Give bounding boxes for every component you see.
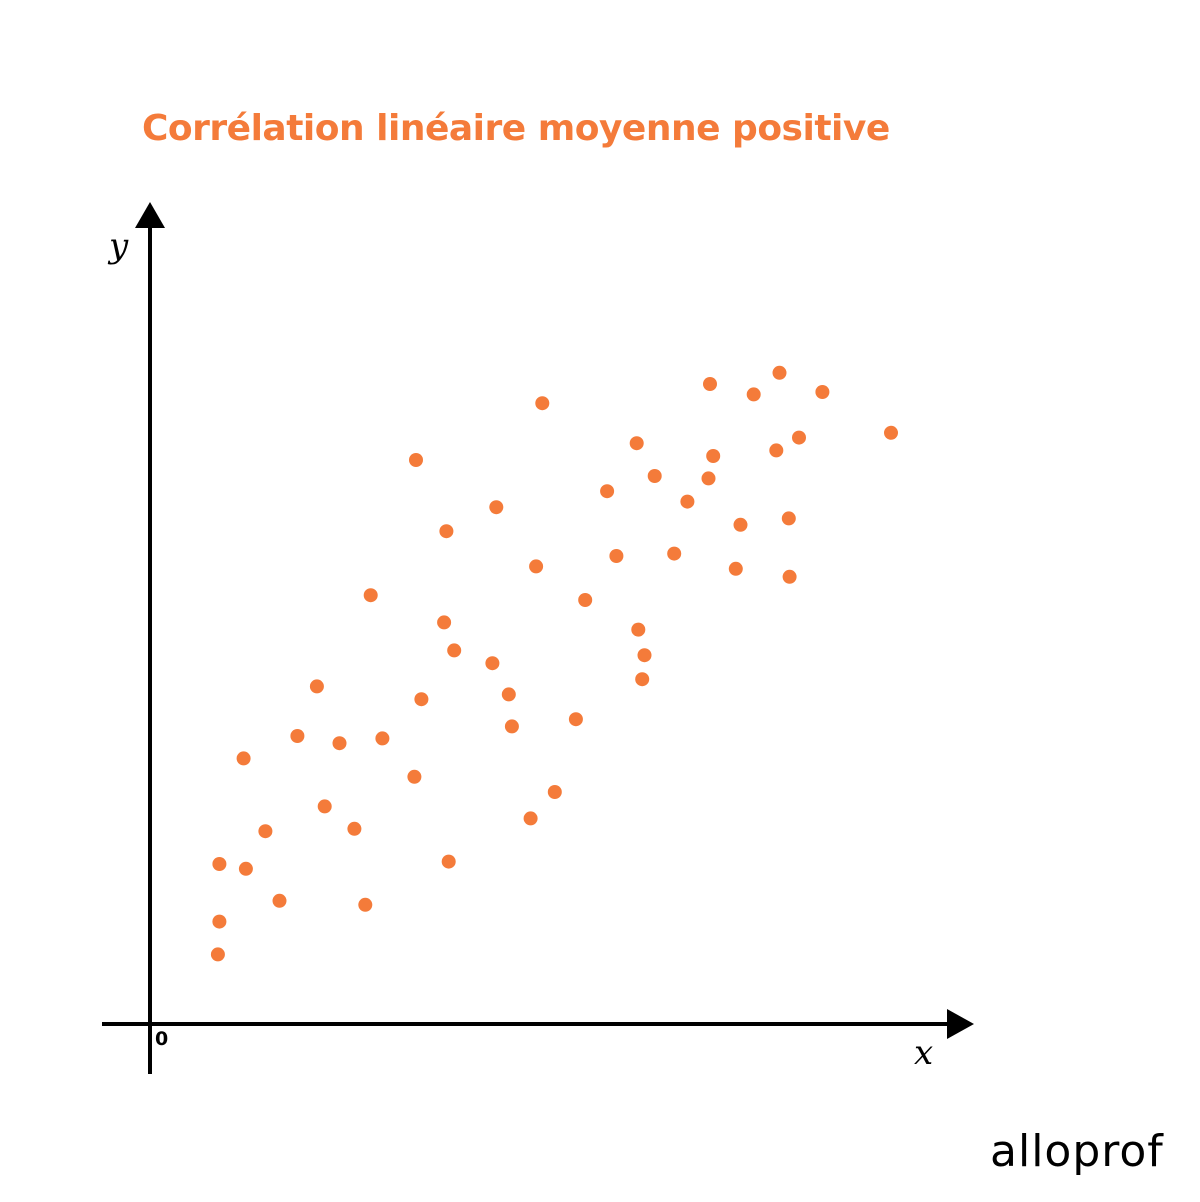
data-point: [535, 396, 550, 411]
data-point: [332, 736, 347, 751]
data-point: [317, 799, 332, 814]
origin-label: 0: [155, 1028, 168, 1050]
data-point: [441, 854, 456, 869]
data-point: [815, 385, 830, 399]
data-point: [485, 656, 500, 671]
data-point: [647, 469, 662, 483]
data-point: [504, 719, 519, 734]
data-point: [272, 893, 287, 908]
data-point: [309, 679, 324, 694]
data-point: [728, 561, 743, 576]
data-point: [409, 453, 423, 467]
data-point: [701, 471, 716, 486]
data-point: [363, 588, 378, 603]
y-axis-arrow: [135, 202, 165, 228]
data-point: [733, 517, 748, 532]
data-point: [631, 622, 646, 637]
data-point: [578, 593, 593, 607]
data-point: [236, 751, 251, 766]
data-point: [375, 731, 390, 746]
data-point: [769, 443, 784, 458]
data-point: [437, 615, 452, 630]
data-point: [529, 559, 544, 574]
data-point: [792, 430, 806, 445]
data-point: [210, 947, 225, 962]
data-point: [238, 861, 253, 876]
data-point: [489, 500, 504, 515]
data-point: [447, 643, 462, 658]
data-point: [781, 511, 796, 526]
data-point: [212, 857, 227, 871]
x-axis-arrow: [947, 1009, 974, 1039]
data-point: [884, 425, 898, 440]
data-point: [290, 729, 305, 743]
y-axis-label: y: [107, 226, 129, 266]
data-point: [635, 672, 650, 687]
data-point: [347, 821, 362, 836]
data-point: [680, 494, 695, 509]
data-point: [407, 769, 422, 784]
data-point: [568, 712, 583, 727]
data-points: [210, 365, 898, 962]
data-point: [600, 484, 615, 499]
data-point: [782, 569, 797, 584]
data-point: [746, 387, 761, 402]
data-point: [547, 785, 562, 799]
data-point: [703, 377, 717, 391]
data-point: [609, 549, 624, 563]
data-point: [212, 914, 227, 929]
data-point: [637, 648, 652, 663]
data-point: [358, 897, 373, 912]
data-point: [667, 546, 682, 561]
data-point: [706, 449, 721, 463]
data-point: [501, 687, 516, 702]
chart-title: Corrélation linéaire moyenne positive: [142, 108, 890, 149]
alloprof-logo: alloprof: [990, 1126, 1164, 1177]
data-point: [772, 365, 787, 380]
data-point: [414, 692, 429, 707]
data-point: [523, 811, 538, 826]
data-point: [439, 524, 454, 539]
data-point: [258, 824, 273, 839]
data-point: [629, 436, 644, 451]
x-axis-label: x: [914, 1033, 933, 1073]
